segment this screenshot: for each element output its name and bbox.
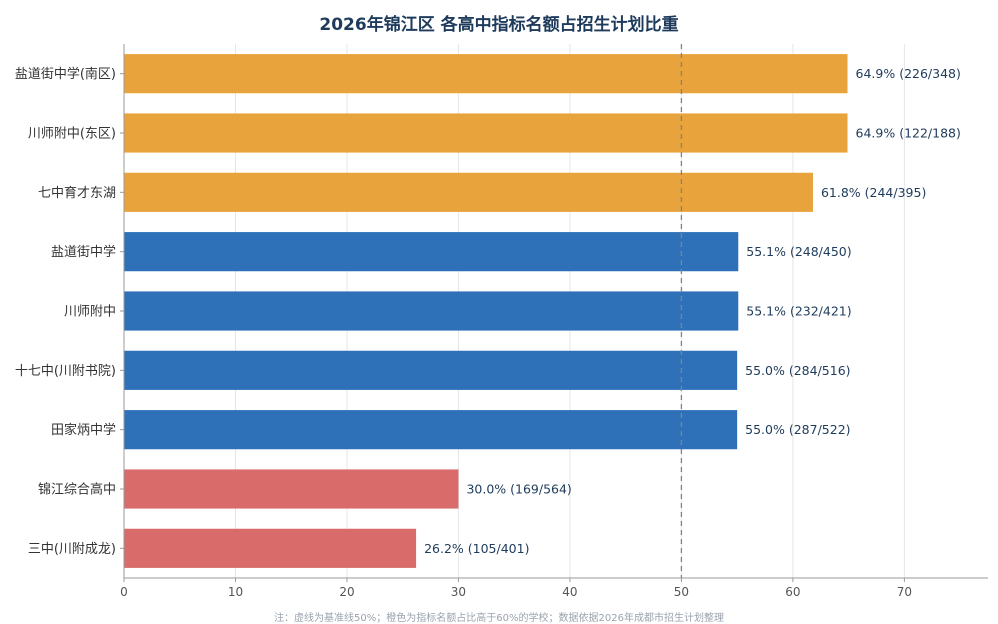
x-tick-label: 60 bbox=[785, 585, 800, 599]
bar bbox=[124, 410, 738, 450]
data-label: 30.0% (169/564) bbox=[466, 482, 571, 497]
data-label: 64.9% (226/348) bbox=[856, 66, 961, 81]
category-label: 川师附中(东区) bbox=[28, 127, 116, 142]
bars bbox=[124, 54, 848, 568]
x-tick-label: 30 bbox=[451, 585, 466, 599]
x-tick-label: 70 bbox=[897, 585, 912, 599]
bar bbox=[124, 113, 848, 153]
axes: 0 10 20 30 40 50 60 70 bbox=[120, 44, 988, 599]
labels: 盐道街中学(南区) 64.9% (226/348) 川师附中(东区) 64.9% (1… bbox=[15, 66, 961, 557]
x-tick-label: 40 bbox=[562, 585, 577, 599]
bar bbox=[124, 350, 738, 390]
data-label: 55.0% (287/522) bbox=[745, 422, 850, 437]
category-label: 田家炳中学 bbox=[51, 422, 116, 438]
x-tick-label: 50 bbox=[674, 585, 689, 599]
data-label: 61.8% (244/395) bbox=[821, 185, 926, 200]
bar bbox=[124, 469, 459, 509]
bar bbox=[124, 172, 813, 212]
category-label: 盐道街中学(南区) bbox=[15, 66, 116, 82]
x-tick-label: 0 bbox=[120, 585, 128, 599]
bar bbox=[124, 528, 417, 568]
category-label: 三中(川附成龙) bbox=[28, 542, 116, 557]
category-label: 十七中(川附书院) bbox=[15, 364, 116, 379]
category-label: 七中育才东湖 bbox=[38, 185, 116, 201]
data-label: 55.1% (248/450) bbox=[746, 244, 851, 259]
chart-footnote: 注：虚线为基准线50%；橙色为指标名额占比高于60%的学校；数据依据2026年成… bbox=[274, 613, 724, 624]
category-label: 锦江综合高中 bbox=[38, 482, 116, 498]
chart-title: 2026年锦江区 各高中指标名额占招生计划比重 bbox=[319, 15, 679, 35]
bar bbox=[124, 232, 739, 272]
data-label: 64.9% (122/188) bbox=[856, 126, 961, 141]
x-tick-label: 10 bbox=[228, 585, 243, 599]
data-label: 55.1% (232/421) bbox=[746, 304, 851, 319]
category-label: 盐道街中学 bbox=[51, 244, 116, 260]
x-tick-label: 20 bbox=[339, 585, 354, 599]
category-label: 川师附中 bbox=[64, 305, 116, 320]
data-label: 55.0% (284/516) bbox=[745, 363, 850, 378]
bar bbox=[124, 291, 739, 331]
data-label: 26.2% (105/401) bbox=[424, 541, 529, 556]
bar bbox=[124, 54, 848, 94]
